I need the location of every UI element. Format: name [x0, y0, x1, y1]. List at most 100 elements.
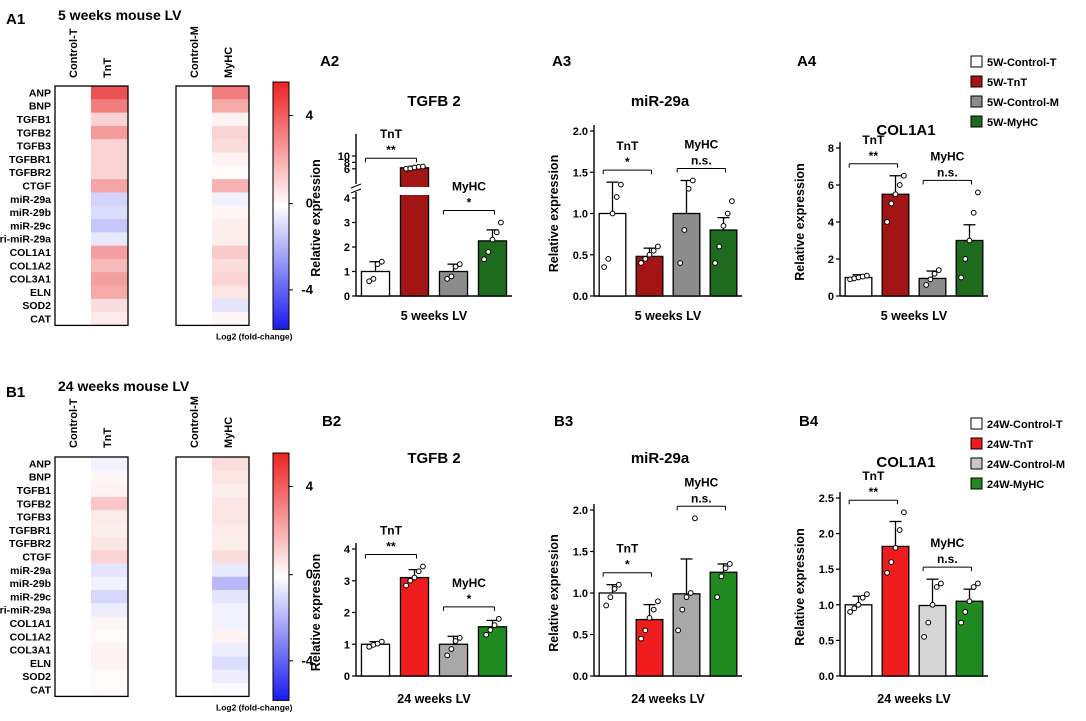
colorbar-tick-label: -4 [301, 653, 313, 668]
y-axis-label: Relative expression [793, 528, 807, 645]
legend-swatch-5w-myhc [970, 115, 983, 128]
heatmap-cell-myhc-col1a1 [212, 245, 249, 260]
heatmap-cell-tnt-mir-29b [91, 205, 128, 220]
data-point-5w-myhc [498, 219, 504, 226]
panel-label-b4: B4 [799, 413, 819, 430]
heatmap-col-label-tnt: TnT [102, 428, 114, 448]
bar-24w-tnt [635, 618, 664, 677]
data-point-5w-control-m [452, 263, 459, 270]
chart-title: TGFB 2 [407, 93, 460, 110]
data-point-24w-tnt [884, 569, 890, 576]
data-point-5w-myhc [493, 229, 500, 236]
data-point-5w-control-m [923, 282, 930, 288]
heatmap-cell-myhc-mir-29a [212, 192, 249, 207]
y-tick-label: 2 [344, 608, 350, 620]
y-tick-label: 1.0 [819, 600, 834, 612]
y-tick-label: 2.0 [573, 126, 588, 138]
heatmap-row-label-tgfb3: TGFB3 [17, 141, 52, 153]
data-point-24w-control-m [675, 627, 681, 634]
comparison-label-myhc: MyHC [452, 180, 486, 194]
legend-swatch-24w-myhc [970, 477, 983, 490]
data-point-24w-myhc [495, 615, 502, 622]
heatmap-cell-myhc-anp [212, 86, 249, 100]
chart-a2: TGFB 2 Relative expression 5 weeks LV 0 1 2 3 4… [309, 93, 512, 323]
y-tick-label: 3 [344, 576, 350, 588]
data-point-5w-tnt [896, 182, 903, 188]
heatmap-row-label-tgfb1: TGFB1 [17, 485, 52, 497]
data-point-24w-control-t [851, 605, 858, 612]
heatmap-cell-tnt-tgfbr1 [91, 152, 128, 167]
data-point-24w-control-t [864, 591, 870, 598]
heatmap-cell-myhc-col1a2 [212, 258, 249, 273]
chart-title: COL1A1 [876, 454, 935, 471]
y-tick-label: 0.0 [573, 291, 588, 303]
data-point-5w-tnt [650, 247, 657, 254]
y-axis-label: Relative expression [309, 554, 323, 671]
heatmap-cell-tnt-eln [91, 285, 128, 300]
y-tick-label: 0.0 [819, 671, 834, 683]
heatmap-row-label-mir-29b: miR-29b [10, 207, 51, 219]
comparison-label-tnt: TnT [862, 469, 885, 483]
heatmap-cell-tnt-col1a2 [91, 629, 128, 644]
colorbar-label: Log2 (fold-change) [216, 702, 293, 712]
y-axis-label: Relative expression [547, 534, 561, 651]
heatmap-row-label-tgfb2: TGFB2 [17, 498, 52, 510]
y-tick-label: 6 [344, 164, 350, 176]
heatmap-row-label-pri-mir-29a: Pri-miR-29a [0, 605, 51, 617]
heatmap-cell-myhc-tgfb3 [212, 139, 249, 153]
bar-24w-tnt [399, 576, 430, 677]
significance-mark: * [625, 155, 630, 169]
y-tick-label: 0.5 [819, 635, 834, 647]
legend-label-5w-control-m: 5W-Control-M [987, 97, 1059, 109]
y-tick-label: 1.0 [573, 588, 588, 600]
heatmap-cell-tnt-ctgf [91, 550, 128, 564]
heatmap-row-label-bnp: BNP [29, 472, 51, 484]
heatmap-cell-tnt-tgfb1 [91, 112, 128, 127]
heatmap-cell-tnt-mir-29b [91, 576, 128, 591]
y-tick-label: 2.0 [819, 529, 834, 541]
bar-24w-control-m [918, 604, 947, 677]
y-tick-label: 8 [344, 157, 350, 169]
data-point-24w-control-m [456, 635, 463, 641]
data-point-24w-myhc [714, 594, 721, 601]
heatmap-cell-tnt-pri-mir-29a [91, 232, 128, 246]
heatmap-row-label-tgfb2: TGFB2 [17, 127, 52, 139]
chart-b4: COL1A1 Relative expression 24 weeks LV 0.0 0… [793, 454, 988, 706]
comparison-label-myhc: MyHC [452, 576, 486, 590]
heatmap-cell-tnt-col1a2 [91, 258, 128, 273]
heatmap-cell-tnt-tgfbr2 [91, 165, 128, 180]
chart-b2: TGFB 2 Relative expression 24 weeks LV 0 1 2 3… [309, 450, 512, 706]
bar-5w-myhc [477, 240, 508, 297]
heatmap-row-label-tgfbr2: TGFBR2 [9, 167, 51, 179]
heatmap-col-label-tnt: TnT [102, 58, 114, 78]
heatmap-row-label-mir-29c: miR-29c [10, 220, 51, 232]
comparison-label-myhc: MyHC [930, 149, 964, 163]
heatmap-cell-myhc-tgfb2 [212, 125, 249, 140]
heatmap-cell-tnt-tgfbr2 [91, 536, 128, 551]
data-point-24w-control-t [607, 594, 614, 601]
chart-a4: COL1A1 Relative expression 5 weeks LV 0 2 4 6 8… [793, 122, 988, 323]
panel-label-b2: B2 [322, 413, 341, 430]
panel-label-a2: A2 [320, 53, 339, 70]
legend-swatch-24w-control-m [970, 457, 983, 470]
bar-24w-tnt [881, 545, 910, 677]
legend-label-24w-tnt: 24W-TnT [987, 439, 1033, 451]
heatmap-cell-tnt-tgfbr1 [91, 523, 128, 538]
heatmap-row-label-pri-mir-29a: Pri-miR-29a [0, 234, 51, 246]
heatmap-cell-myhc-mir-29c [212, 219, 249, 233]
heatmap-cell-myhc-col3a1 [212, 272, 249, 286]
heatmap-cell-myhc-tgfb1 [212, 483, 249, 498]
bar-5w-control-m [672, 212, 701, 297]
heatmap-cell-tnt-sod2 [91, 298, 128, 313]
data-point-24w-control-m [925, 619, 932, 626]
data-point-24w-myhc [726, 561, 733, 567]
y-tick-label: 4 [828, 217, 835, 229]
heatmap-cell-myhc-tgfbr2 [212, 165, 249, 180]
data-point-5w-myhc [712, 260, 718, 266]
bar-24w-myhc [709, 571, 738, 677]
data-point-24w-control-m [444, 652, 451, 659]
heatmap-cell-myhc-tgfbr1 [212, 152, 249, 167]
significance-mark: n.s. [937, 552, 958, 566]
y-tick-label: 8 [828, 143, 834, 155]
